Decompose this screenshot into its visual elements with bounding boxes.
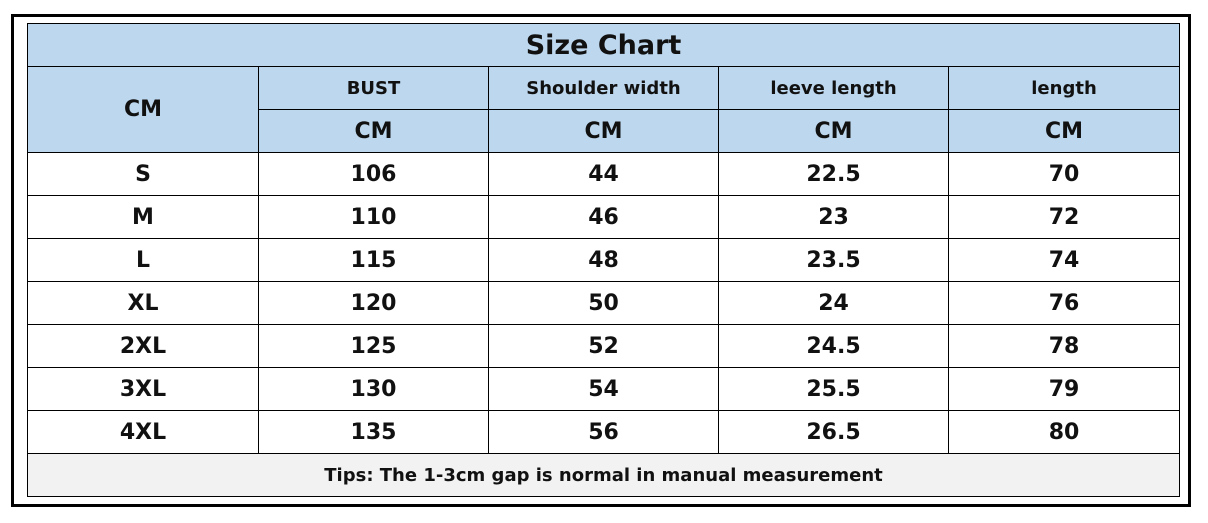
measurement-cell: 78 [947,324,1181,368]
measurement-cell: 50 [488,281,719,325]
column-unit: CM [947,109,1181,153]
size-label: 3XL [27,367,259,411]
measurement-cell: 26.5 [718,410,949,454]
measurement-cell: 130 [258,367,489,411]
table-row: S 106 44 22.5 70 [27,152,1181,196]
measurement-cell: 25.5 [718,367,949,411]
measurement-cell: 24 [718,281,949,325]
measurement-cell: 56 [488,410,719,454]
chart-title: Size Chart [26,23,1181,67]
outer-frame [11,14,1191,507]
column-header: BUST [258,66,489,110]
table-row: XL 120 50 24 76 [27,281,1181,325]
table-row: 2XL 125 52 24.5 78 [27,324,1181,368]
size-chart-table: Size Chart CM BUST Shoulder width leeve … [26,23,1181,497]
size-label: S [27,152,259,196]
measurement-cell: 24.5 [718,324,949,368]
table-row: L 115 48 23.5 74 [27,238,1181,282]
table-row: 4XL 135 56 26.5 80 [27,410,1181,454]
size-label: 2XL [27,324,259,368]
measurement-cell: 52 [488,324,719,368]
measurement-cell: 54 [488,367,719,411]
column-header: Shoulder width [488,66,719,110]
measurement-cell: 46 [488,195,719,239]
measurement-cell: 120 [258,281,489,325]
measurement-cell: 74 [947,238,1181,282]
measurement-cell: 70 [947,152,1181,196]
measurement-cell: 72 [947,195,1181,239]
size-label: L [27,238,259,282]
measurement-cell: 22.5 [718,152,949,196]
measurement-cell: 106 [258,152,489,196]
measurement-cell: 23 [718,195,949,239]
measurement-cell: 76 [947,281,1181,325]
measurement-cell: 80 [947,410,1181,454]
measurement-cell: 44 [488,152,719,196]
measurement-cell: 48 [488,238,719,282]
measurement-cell: 115 [258,238,489,282]
measurement-cell: 79 [947,367,1181,411]
table-row: M 110 46 23 72 [27,195,1181,239]
measurement-cell: 110 [258,195,489,239]
measurement-cell: 23.5 [718,238,949,282]
table-row: 3XL 130 54 25.5 79 [27,367,1181,411]
column-header: leeve length [718,66,949,110]
tips-note: Tips: The 1-3cm gap is normal in manual … [26,453,1181,497]
column-unit: CM [488,109,719,153]
column-header: length [947,66,1181,110]
column-unit: CM [718,109,949,153]
size-label: M [27,195,259,239]
corner-unit-label: CM [27,66,259,153]
size-label: XL [27,281,259,325]
column-unit: CM [258,109,489,153]
size-label: 4XL [27,410,259,454]
measurement-cell: 135 [258,410,489,454]
measurement-cell: 125 [258,324,489,368]
